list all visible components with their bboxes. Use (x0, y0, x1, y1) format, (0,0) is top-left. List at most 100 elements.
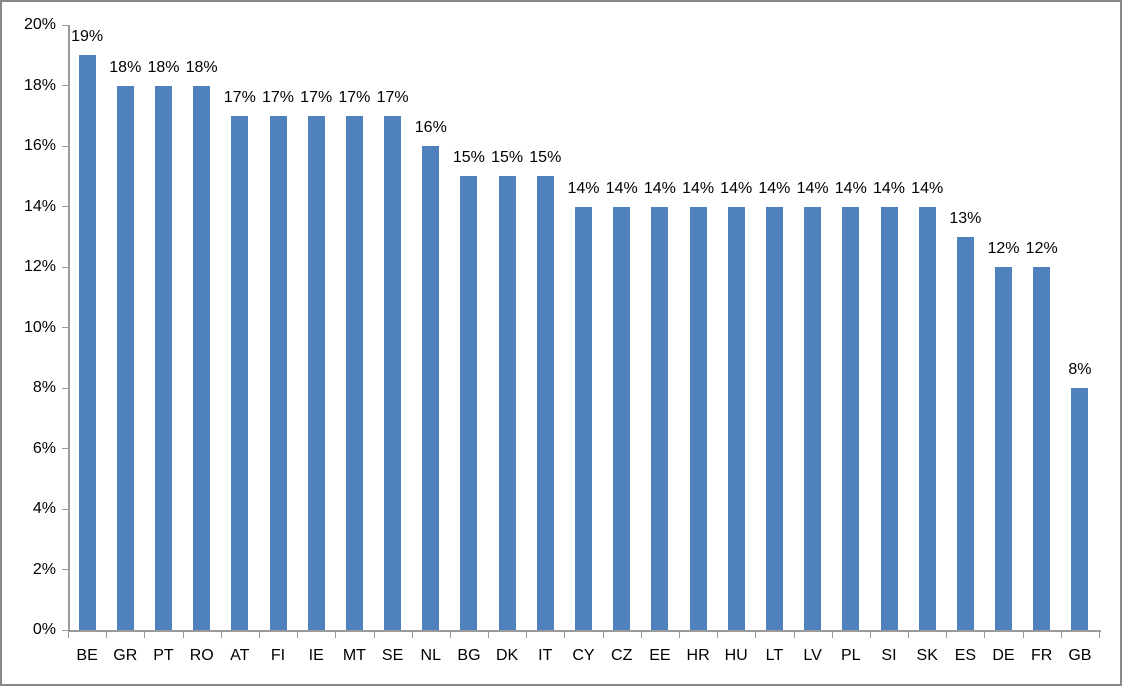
bar-CZ (613, 206, 631, 630)
bar-IE (307, 115, 325, 631)
bar-value-label: 17% (338, 88, 371, 106)
bar-DK (498, 176, 516, 631)
x-axis-tick-label: EE (649, 647, 671, 664)
bar-value-label: 15% (452, 149, 485, 167)
x-axis-tick (258, 632, 260, 638)
bar-value-label: 12% (1025, 240, 1058, 257)
x-axis-tick (106, 632, 108, 638)
x-axis-tick (831, 632, 833, 638)
bar-value-label: 14% (567, 179, 600, 197)
x-axis-tick-label: AT (230, 647, 250, 664)
bar-value-label: 12% (987, 240, 1020, 257)
bar-SI (880, 206, 898, 630)
x-axis-tick (717, 632, 719, 638)
x-axis-tick (526, 632, 528, 638)
x-axis-tick (640, 632, 642, 638)
y-axis-tick-label: 18% (23, 76, 56, 94)
bar-value-label: 15% (491, 149, 524, 167)
bar-FR (1033, 267, 1051, 630)
y-axis-tick-label: 4% (32, 500, 56, 517)
x-axis-tick (564, 632, 566, 638)
bar-IT (536, 176, 554, 631)
x-axis-tick-label: CY (572, 647, 595, 664)
x-axis-tick-label: FI (270, 647, 286, 664)
bar-value-label: 17% (223, 88, 256, 106)
x-axis-tick-label: DK (495, 647, 519, 664)
x-axis-tick-label: MT (342, 647, 366, 664)
x-axis-line (68, 630, 1101, 632)
x-axis-tick-label: GB (1068, 647, 1092, 664)
bar-FI (269, 115, 287, 631)
x-axis-tick-label: LV (803, 647, 822, 664)
bar-AT (231, 115, 249, 631)
x-axis-tick (869, 632, 871, 638)
bar-SE (384, 115, 402, 631)
x-axis-tick (755, 632, 757, 638)
x-axis-tick-label: RO (189, 647, 214, 664)
bar-HU (727, 206, 745, 630)
x-axis-tick-label: GR (113, 647, 138, 664)
x-axis-tick-label: DE (992, 647, 1015, 664)
bar-value-label: 14% (834, 179, 867, 197)
x-axis-tick (220, 632, 222, 638)
y-axis-tick (62, 206, 68, 207)
bar-value-label: 14% (758, 179, 791, 197)
bar-RO (193, 85, 211, 630)
y-axis-tick-label: 14% (23, 197, 56, 215)
x-axis-tick-label: IT (538, 647, 553, 664)
y-axis-line (68, 25, 70, 632)
bar-value-label: 16% (414, 119, 447, 136)
bar-value-label: 14% (720, 179, 753, 197)
bar-PL (842, 206, 860, 630)
x-axis-tick (908, 632, 910, 638)
bar-value-label: 18% (147, 58, 180, 76)
x-axis-tick (335, 632, 337, 638)
bar-value-label: 17% (261, 88, 295, 106)
bar-value-label: 14% (796, 179, 829, 197)
y-axis-tick (62, 629, 68, 631)
x-axis-tick (411, 632, 413, 638)
bar-NL (422, 146, 440, 630)
x-axis-tick (946, 632, 948, 638)
y-axis-tick (62, 85, 68, 86)
x-axis-tick-label: SE (381, 647, 404, 664)
x-axis-tick (182, 632, 184, 638)
y-axis-tick (62, 266, 68, 268)
bar-ES (956, 236, 974, 631)
x-axis-tick (488, 632, 489, 638)
y-axis-tick (62, 24, 68, 26)
bar-GR (116, 85, 134, 630)
x-axis-tick-label: BE (76, 647, 98, 664)
bar-value-label: 14% (682, 179, 715, 197)
bar-value-label: 14% (911, 179, 944, 197)
x-axis-tick (1022, 632, 1024, 638)
bar-LT (765, 206, 783, 630)
x-axis-tick (144, 632, 146, 638)
x-axis-tick-label: ES (954, 647, 977, 664)
bar-value-label: 8% (1068, 361, 1092, 378)
bar-value-label: 17% (376, 88, 409, 106)
y-axis-tick-label: 8% (32, 379, 56, 396)
bar-value-label: 14% (872, 179, 906, 197)
bar-MT (345, 115, 363, 631)
y-axis-tick-label: 16% (23, 137, 56, 154)
x-axis-tick (1060, 632, 1062, 638)
y-axis-tick (62, 508, 68, 510)
bar-DE (995, 267, 1012, 630)
bar-SK (918, 206, 936, 630)
x-axis-tick-label: FR (1031, 647, 1053, 664)
bar-BG (460, 176, 478, 631)
bar-value-label: 19% (71, 28, 104, 46)
x-axis-tick-label: PT (153, 647, 174, 664)
y-axis-tick-label: 20% (23, 16, 56, 33)
x-axis-tick (1099, 632, 1100, 638)
bar-value-label: 15% (529, 149, 562, 167)
x-axis-tick (679, 632, 680, 638)
x-axis-tick (373, 632, 375, 638)
x-axis-tick (602, 632, 604, 638)
x-axis-tick (297, 632, 299, 638)
x-axis-tick-label: SK (916, 647, 938, 664)
x-axis-tick (68, 632, 69, 638)
bar-PT (155, 85, 172, 630)
